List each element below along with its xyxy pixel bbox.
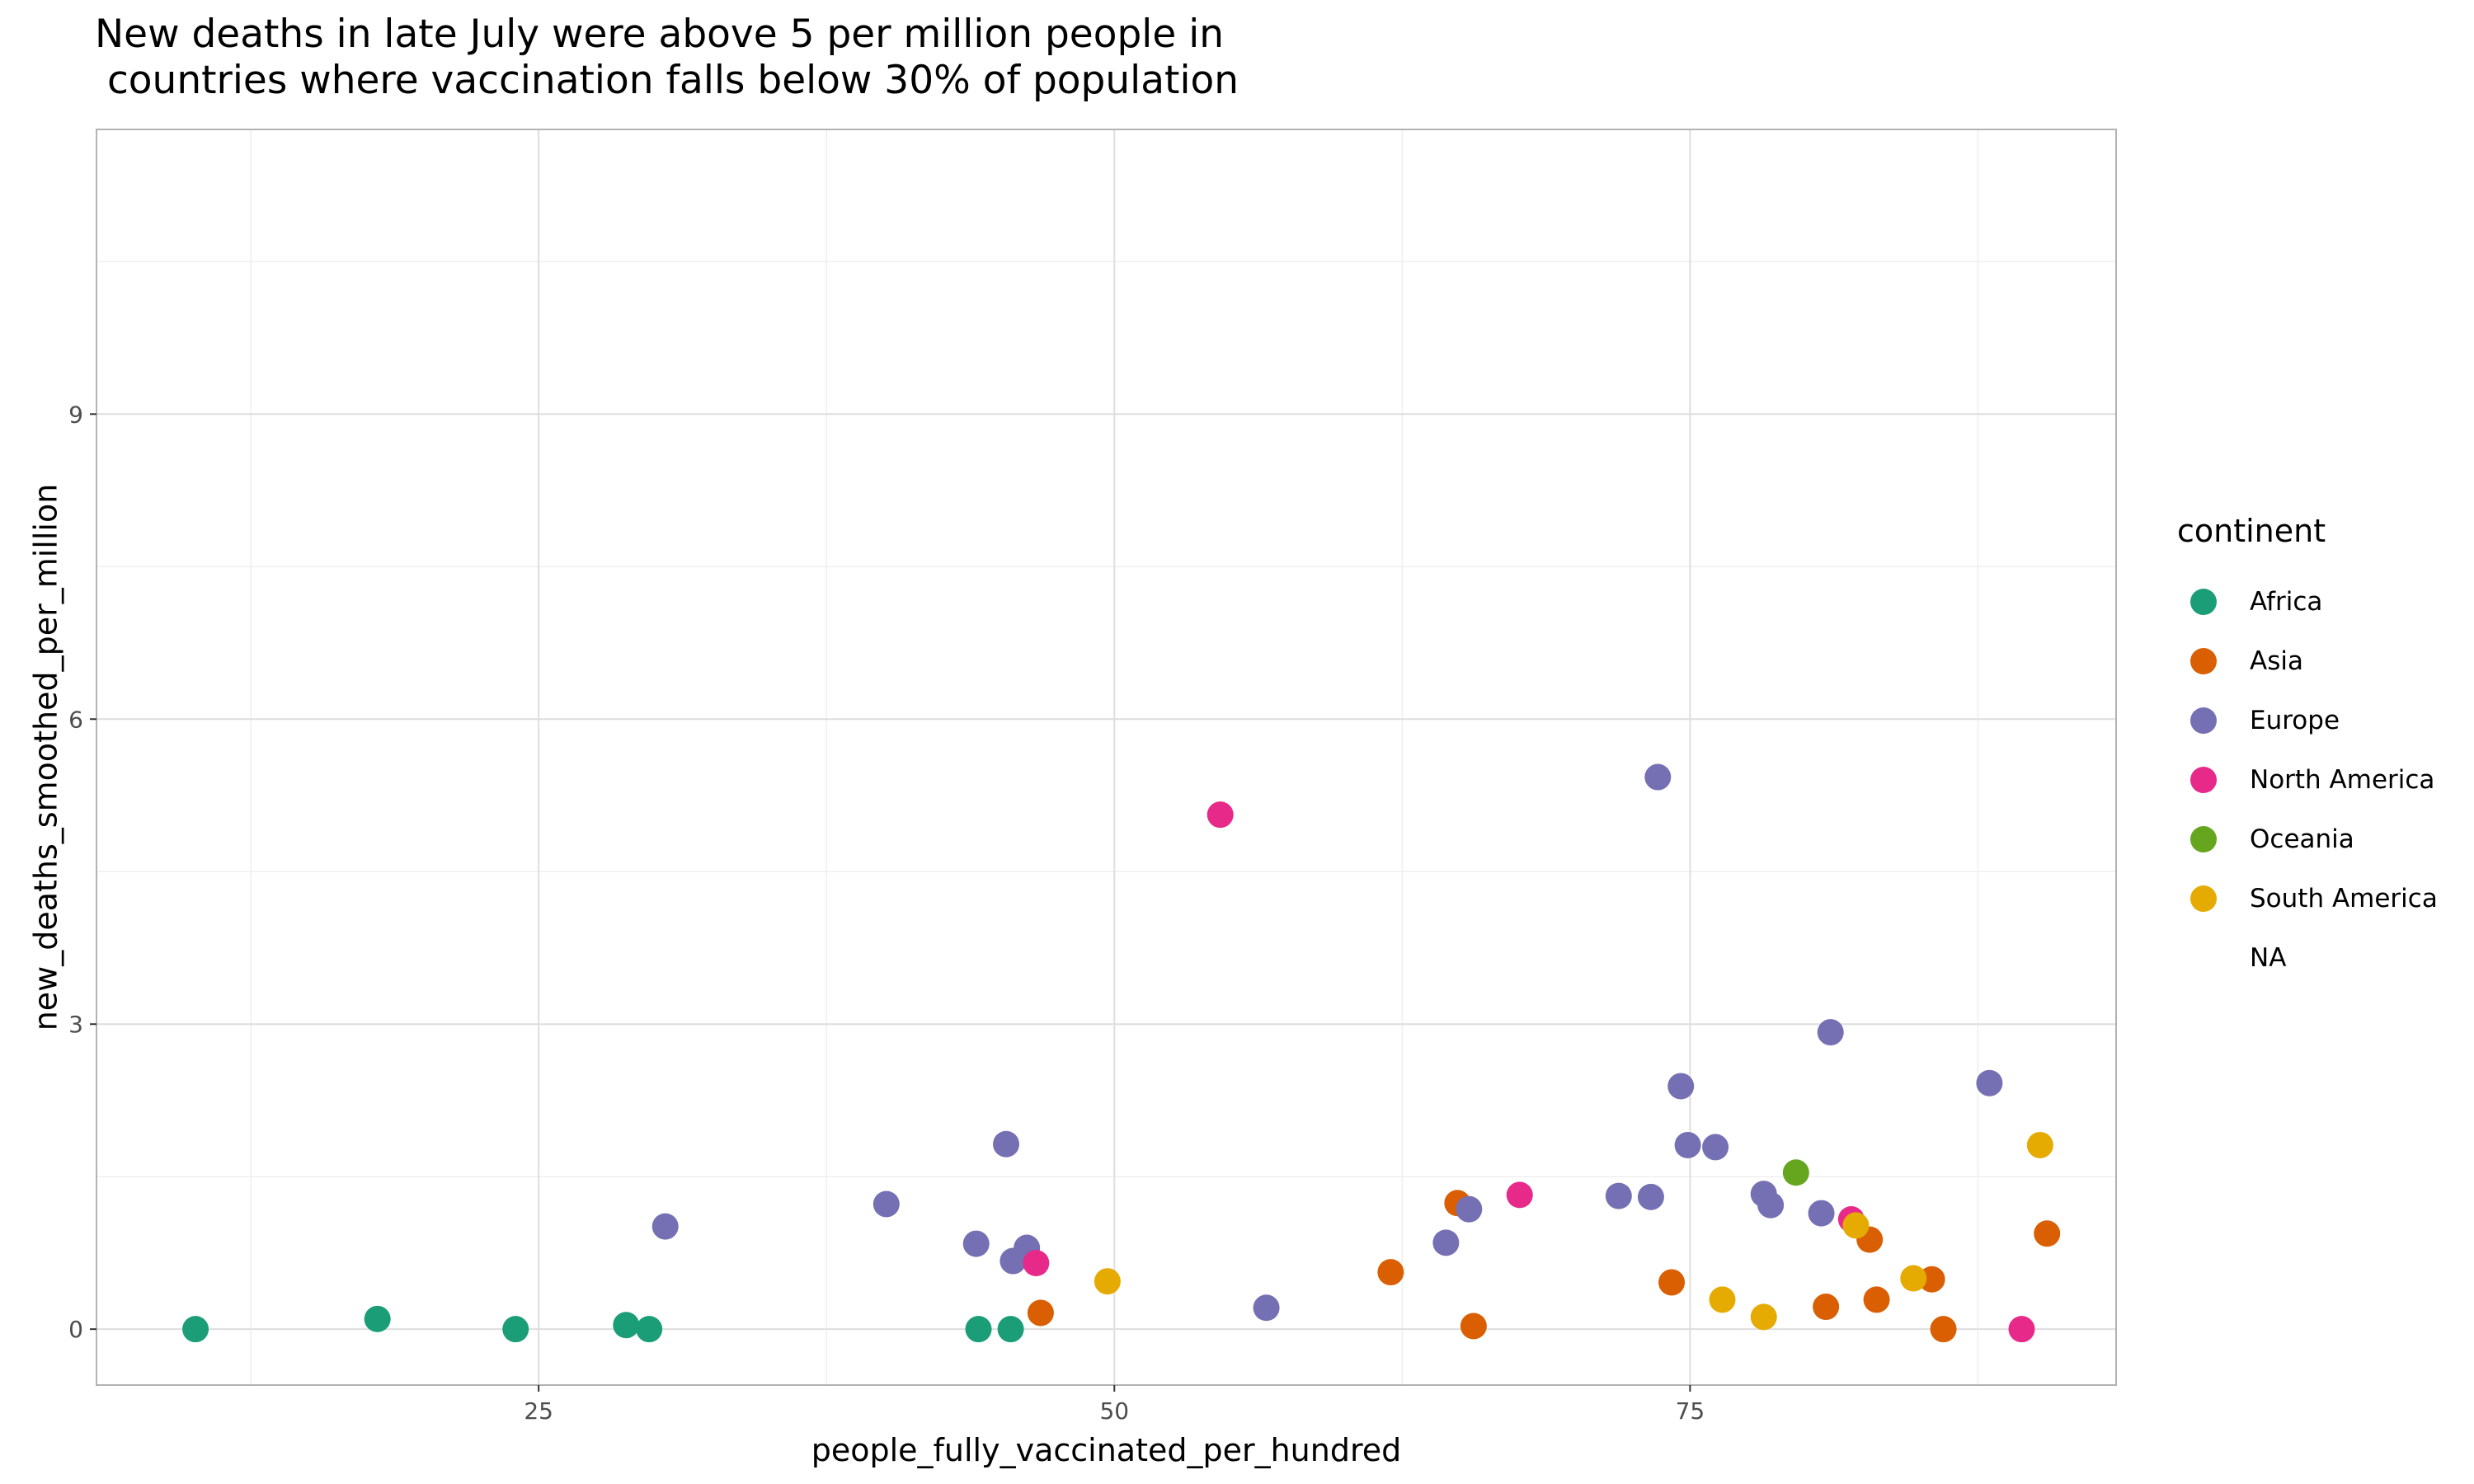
legend-swatch xyxy=(2190,589,2217,615)
data-point xyxy=(2008,1316,2035,1343)
legend-title: continent xyxy=(2177,513,2326,549)
data-point xyxy=(1757,1191,1785,1219)
legend-label: Europe xyxy=(2250,706,2340,735)
data-point xyxy=(1842,1212,1870,1239)
data-point xyxy=(1782,1159,1809,1186)
data-point xyxy=(1674,1131,1701,1158)
x-tick-label: 75 xyxy=(1676,1397,1705,1425)
legend-label: Africa xyxy=(2250,587,2323,617)
data-point xyxy=(651,1213,679,1240)
x-axis-ticks: 25 50 75 xyxy=(524,1385,1705,1425)
legend-label: Oceania xyxy=(2250,824,2354,854)
legend-swatch xyxy=(2190,826,2217,852)
data-points xyxy=(182,763,2061,1343)
data-point xyxy=(2026,1131,2053,1158)
x-tick-label: 50 xyxy=(1099,1397,1129,1425)
y-axis-ticks: 0 3 6 9 xyxy=(68,401,96,1343)
data-point xyxy=(1702,1134,1729,1161)
major-gridlines xyxy=(96,129,2116,1385)
legend-label: Asia xyxy=(2250,646,2303,676)
data-point xyxy=(1377,1259,1404,1286)
legend-label: South America xyxy=(2250,884,2438,913)
legend-swatch xyxy=(2190,648,2217,674)
y-tick-label: 3 xyxy=(68,1011,83,1038)
data-point xyxy=(997,1316,1024,1343)
y-tick-label: 9 xyxy=(68,401,83,428)
data-point xyxy=(1808,1200,1835,1227)
chart-title: New deaths in late July were above 5 per… xyxy=(95,12,1239,103)
minor-gridlines xyxy=(96,129,2116,1385)
legend-swatch xyxy=(2190,885,2217,912)
data-point xyxy=(993,1130,1020,1158)
data-point xyxy=(1709,1286,1736,1313)
legend-item: Asia xyxy=(2177,632,2438,691)
data-point xyxy=(1432,1229,1460,1256)
data-point xyxy=(1506,1181,1533,1209)
data-point xyxy=(1750,1303,1777,1331)
data-point xyxy=(182,1316,209,1343)
data-point xyxy=(1094,1268,1121,1295)
y-axis-title: new_deaths_smoothed_per_million xyxy=(27,484,63,1031)
data-point xyxy=(1644,763,1672,791)
data-point xyxy=(1456,1195,1483,1223)
y-tick-label: 0 xyxy=(68,1316,83,1343)
data-point xyxy=(1253,1294,1280,1322)
data-point xyxy=(1605,1182,1632,1209)
legend-label: North America xyxy=(2250,765,2435,795)
data-point xyxy=(1667,1073,1695,1100)
legend-item: Africa xyxy=(2177,572,2438,632)
data-point xyxy=(965,1316,992,1343)
legend-item: Europe xyxy=(2177,691,2438,750)
data-point xyxy=(962,1230,990,1257)
x-axis-title: people_fully_vaccinated_per_hundred xyxy=(811,1432,1402,1468)
legend-label: NA xyxy=(2250,943,2287,973)
data-point xyxy=(1027,1299,1054,1327)
x-tick-label: 25 xyxy=(524,1397,553,1425)
data-point xyxy=(364,1305,391,1332)
plot-panel-border xyxy=(96,129,2117,1386)
legend-item: Oceania xyxy=(2177,810,2438,869)
data-point xyxy=(1023,1250,1050,1277)
data-point xyxy=(1817,1019,1844,1046)
data-point xyxy=(1863,1286,1890,1313)
legend-swatch xyxy=(2190,707,2217,734)
legend-item: South America xyxy=(2177,869,2438,928)
data-point xyxy=(872,1190,900,1218)
legend-items: Africa Asia Europe North America Oceania Sout… xyxy=(2177,572,2438,988)
data-point xyxy=(502,1316,529,1343)
data-point xyxy=(1206,801,1234,829)
scatter-plot: 25 50 75 0 3 6 9 people_fully_vaccinated_per_… xyxy=(27,129,2117,1468)
data-point xyxy=(1658,1269,1686,1296)
data-point xyxy=(1976,1069,2003,1097)
data-point xyxy=(1637,1183,1664,1210)
data-point xyxy=(613,1312,640,1339)
legend-item: North America xyxy=(2177,750,2438,810)
legend: continent Africa Asia Europe North America O… xyxy=(2177,513,2438,988)
data-point xyxy=(1813,1294,1840,1321)
data-point xyxy=(2034,1220,2061,1247)
data-point xyxy=(636,1316,663,1343)
data-point xyxy=(1930,1316,1957,1343)
legend-swatch xyxy=(2190,767,2217,793)
legend-item: NA xyxy=(2177,928,2438,988)
y-tick-label: 6 xyxy=(68,706,83,733)
data-point xyxy=(1460,1313,1487,1340)
legend-swatch xyxy=(2190,945,2217,971)
data-point xyxy=(1900,1265,1927,1292)
